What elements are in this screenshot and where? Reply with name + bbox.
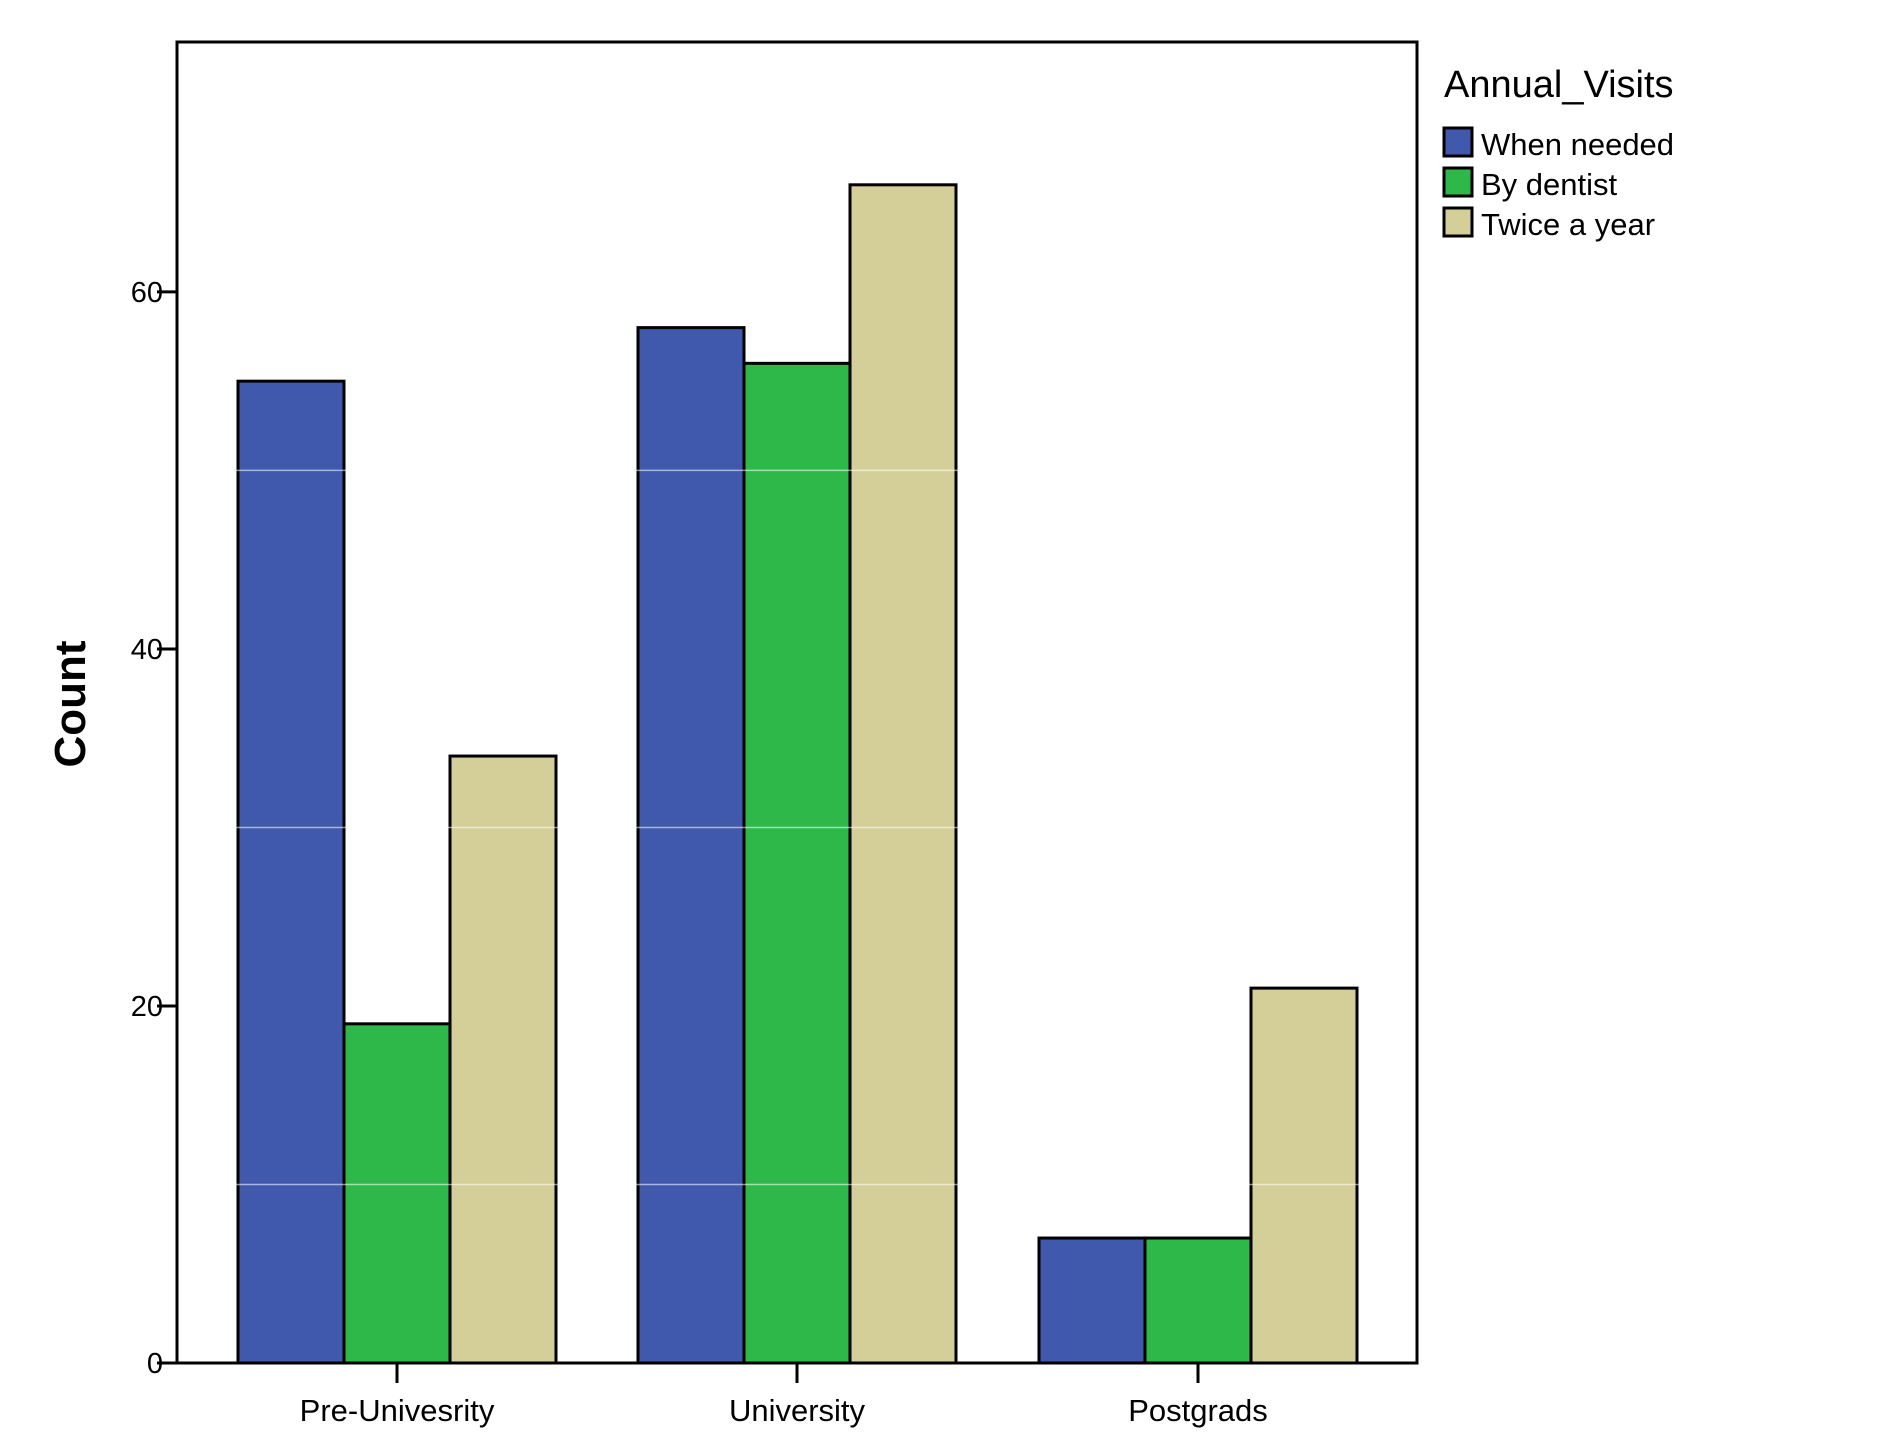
faint-lines-layer: [177, 469, 1417, 1186]
bar-pre-univesrity-by-dentist: [342, 1022, 452, 1365]
y-tick-label: 20: [131, 991, 163, 1023]
bar-postgrads-when-needed: [1037, 1236, 1147, 1365]
x-tick-label: Pre-Univesrity: [300, 1393, 495, 1428]
y-axis-title: Count: [46, 640, 95, 767]
bar-pre-univesrity-twice-a-year: [448, 754, 558, 1365]
y-axis: 0 20 40 60: [131, 277, 177, 1380]
x-tick-label: Postgrads: [1128, 1393, 1268, 1428]
legend-label: When needed: [1481, 127, 1674, 162]
bar-postgrads-twice-a-year: [1249, 986, 1359, 1365]
bar-university-by-dentist: [742, 361, 852, 1365]
legend-label: Twice a year: [1481, 207, 1655, 242]
y-tick-label: 40: [131, 634, 163, 666]
legend-swatch: [1442, 206, 1474, 238]
legend: Annual_Visits When needed By dentist Twice…: [1442, 64, 1674, 242]
legend-title: Annual_Visits: [1444, 64, 1674, 106]
y-tick-label: 60: [131, 277, 163, 309]
bar-university-twice-a-year: [848, 183, 958, 1365]
y-tick-label: 0: [147, 1348, 163, 1380]
bar-university-when-needed: [636, 326, 746, 1365]
legend-swatch: [1442, 126, 1474, 158]
bar-postgrads-by-dentist: [1143, 1236, 1253, 1365]
x-tick-label: University: [729, 1393, 866, 1428]
x-axis: Pre-Univesrity University Postgrads: [300, 1363, 1268, 1428]
legend-swatch: [1442, 166, 1474, 198]
legend-label: By dentist: [1481, 167, 1618, 202]
legend-items: When needed By dentist Twice a year: [1442, 126, 1674, 242]
bar-pre-univesrity-when-needed: [236, 379, 346, 1365]
bars-layer: [236, 183, 1359, 1365]
